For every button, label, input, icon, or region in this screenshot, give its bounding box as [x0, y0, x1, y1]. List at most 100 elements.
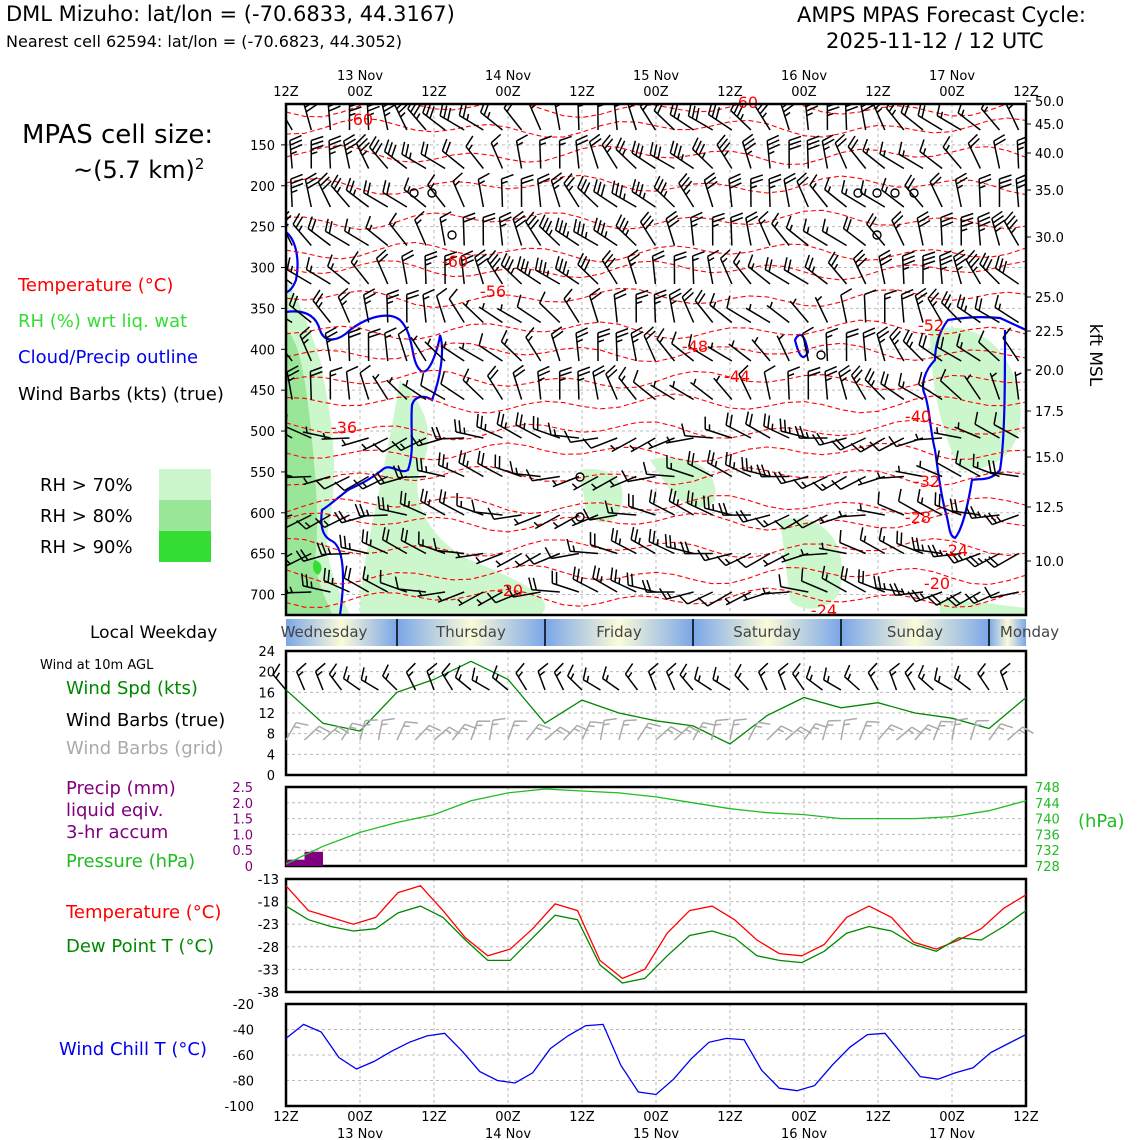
wind-barb [768, 173, 782, 208]
precip-bar [286, 859, 305, 866]
wind-barb [754, 514, 790, 528]
wind-barb [635, 289, 649, 323]
wind-barb [972, 453, 1000, 478]
wind-barb [355, 133, 370, 169]
wind-barb [455, 551, 484, 559]
wind-barb [454, 665, 472, 691]
wind-barb [360, 667, 379, 691]
wind-barb [566, 664, 583, 691]
wind-barb [878, 249, 893, 285]
wind-barb [367, 328, 381, 362]
wind-barb [741, 456, 771, 478]
wind-barb [780, 104, 795, 131]
weekday-name: Sunday [887, 623, 943, 641]
wind-barb [1015, 174, 1026, 208]
wind-barb [415, 457, 446, 478]
wind-barb [852, 249, 868, 285]
wind-barb [778, 574, 809, 593]
wind-barb [347, 327, 361, 362]
wind-barb [837, 510, 866, 518]
wind-barb [697, 591, 733, 607]
pressure-tick: 732 [1035, 844, 1060, 859]
wind-barb [977, 211, 991, 246]
wind-barb [860, 104, 874, 131]
wind-barb [528, 577, 560, 593]
wind-barb [362, 566, 389, 593]
wind-barb [904, 174, 924, 208]
wind-barb [764, 257, 790, 285]
wind-barb [286, 474, 293, 478]
wind-barb [384, 327, 397, 362]
wind-barb [766, 725, 793, 741]
legend-rh70-label: RH > 70% [40, 475, 133, 496]
temperature-line [285, 885, 1027, 980]
wind-barb [528, 104, 542, 131]
wind-barb [402, 379, 427, 401]
nearest-cell-subtitle: Nearest cell 62594: lat/lon = (-70.6823,… [6, 32, 402, 51]
wind-barb [440, 371, 465, 401]
wind-barb [979, 252, 1001, 285]
time-tick-label: 00Z [643, 1110, 669, 1125]
wind-speed-tick: 0 [267, 769, 275, 784]
wind-barb [615, 327, 629, 362]
pressure-tick-label: 450 [250, 384, 275, 399]
wind-barb [863, 289, 877, 323]
wind-barb [627, 104, 637, 131]
wind-barb [896, 530, 924, 555]
wind-barb [422, 288, 435, 323]
wind-barb [381, 104, 396, 131]
wind-barb [719, 249, 733, 285]
wind-barb [858, 720, 880, 741]
wind-barb [476, 591, 503, 607]
wind-barb [359, 719, 378, 741]
wind-barb [710, 718, 729, 741]
wind-barb [916, 488, 943, 516]
wind-barb [458, 450, 484, 478]
wind-barb [383, 139, 408, 170]
pressure-legend: Pressure (hPa) [66, 851, 195, 872]
wind-barb [822, 667, 842, 691]
cell-size-title: MPAS cell size: [22, 120, 214, 150]
pressure-tick-label: 200 [250, 180, 275, 195]
wind-barb [993, 411, 1019, 439]
wind-barb [482, 212, 496, 246]
wind-barb [761, 587, 790, 595]
wind-barb [400, 527, 427, 555]
wind-barb [897, 488, 924, 516]
wind-barb [756, 464, 790, 478]
wind-barb [552, 514, 580, 530]
wind-barb [694, 666, 712, 691]
wind-barbs-true-legend: Wind Barbs (true) [66, 710, 225, 731]
dewpoint-line [285, 905, 1027, 984]
rh90-area [313, 560, 322, 575]
wind-barb [732, 251, 752, 285]
pressure-tick: 736 [1035, 828, 1060, 843]
wind-barb [936, 334, 962, 362]
wind-barb [330, 174, 351, 208]
temperature-tick: -23 [258, 918, 279, 933]
wind-barb [687, 451, 714, 478]
wind-barb [792, 475, 828, 490]
temperature-contour-label: -32 [914, 472, 940, 491]
wind-barb [648, 489, 675, 516]
pressure-tick-label: 250 [250, 221, 275, 236]
wind-barb [314, 475, 350, 490]
wind-barb [655, 726, 683, 741]
wind-barb [763, 413, 790, 439]
wind-chill-tick: -80 [233, 1075, 254, 1090]
wind-barb [954, 422, 981, 439]
wind-barb [869, 437, 905, 452]
wind-barb [679, 663, 694, 691]
wind-barb [730, 212, 744, 246]
precip-bar [304, 851, 323, 866]
wind-barb [613, 104, 621, 131]
wind-barb [725, 412, 752, 439]
wind-barb [800, 568, 828, 593]
wind-barb [639, 104, 657, 131]
date-label: 17 Nov [929, 1127, 975, 1140]
temperature-contour-label: -60 [347, 110, 373, 129]
wind-barb [956, 333, 981, 362]
wind-barb [440, 341, 465, 362]
wind-barb [516, 256, 542, 285]
wind-barb [327, 104, 341, 131]
